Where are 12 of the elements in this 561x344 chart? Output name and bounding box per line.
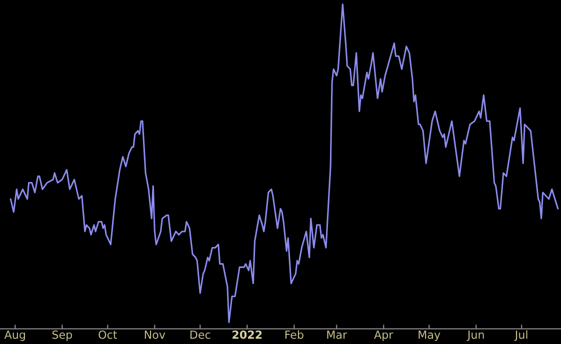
x-tick-label: Jul [514,330,528,341]
x-tick-label: Apr [374,330,394,342]
x-tick-label: Oct [98,330,117,339]
x-tick-label: Aug [4,330,25,342]
x-tick-label: Sep [52,330,72,342]
x-tick-label: Jun [466,330,484,341]
x-tick-label: Nov [144,330,166,339]
x-tick-label: Mar [327,330,348,339]
x-tick-label: May [418,330,440,342]
x-tick-label: Feb [285,330,304,339]
x-tick-label: Dec [190,330,210,339]
x-tick-label: 2022 [232,330,262,339]
